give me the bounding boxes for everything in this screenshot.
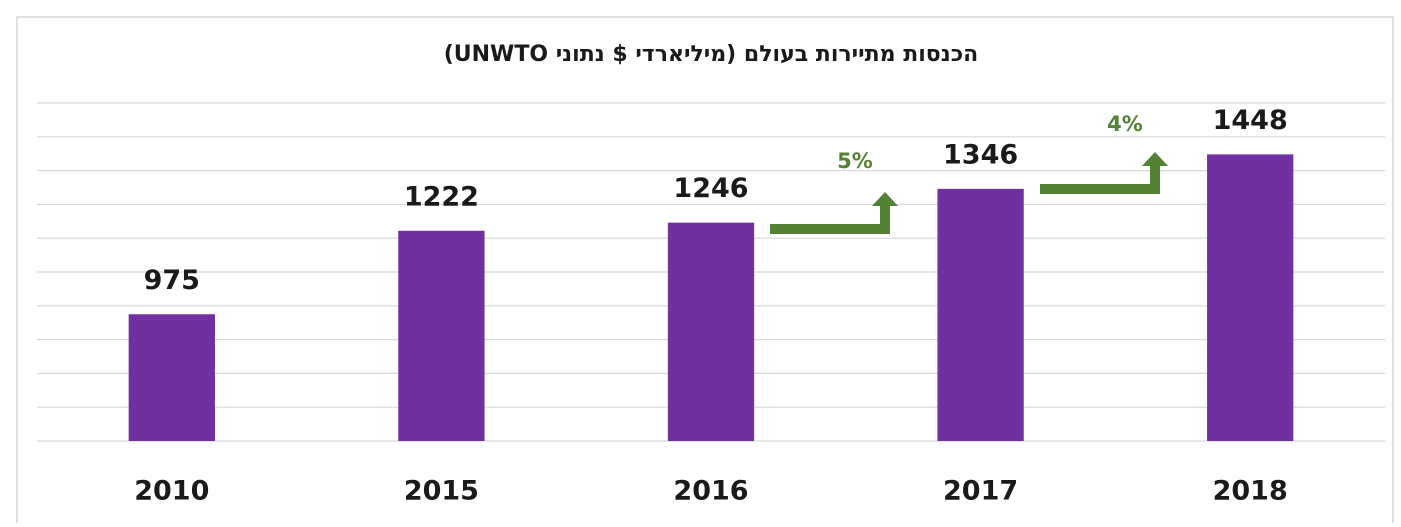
data-label: 1448 [1213,105,1288,136]
growth-arrow [1040,152,1168,194]
annotation: 4% [1107,112,1143,136]
x-tick-label: 2017 [943,476,1018,507]
growth-arrow [770,192,898,234]
data-label: 1222 [404,181,479,212]
x-tick-label: 2015 [404,476,479,507]
data-label: 1346 [943,139,1018,170]
bar [1207,154,1294,441]
bar [667,222,755,441]
bar [937,188,1024,441]
bar [398,230,485,441]
x-tick-label: 2018 [1213,476,1288,507]
data-label: 975 [144,265,200,296]
chart-title: הכנסות מתיירות בעולם (מיליארדי $ נתוני U… [444,42,979,67]
annotation: 5% [837,149,873,173]
x-tick-label: 2010 [134,476,209,507]
bar [128,314,215,441]
data-label: 1246 [673,173,748,204]
x-tick-label: 2016 [673,476,748,507]
